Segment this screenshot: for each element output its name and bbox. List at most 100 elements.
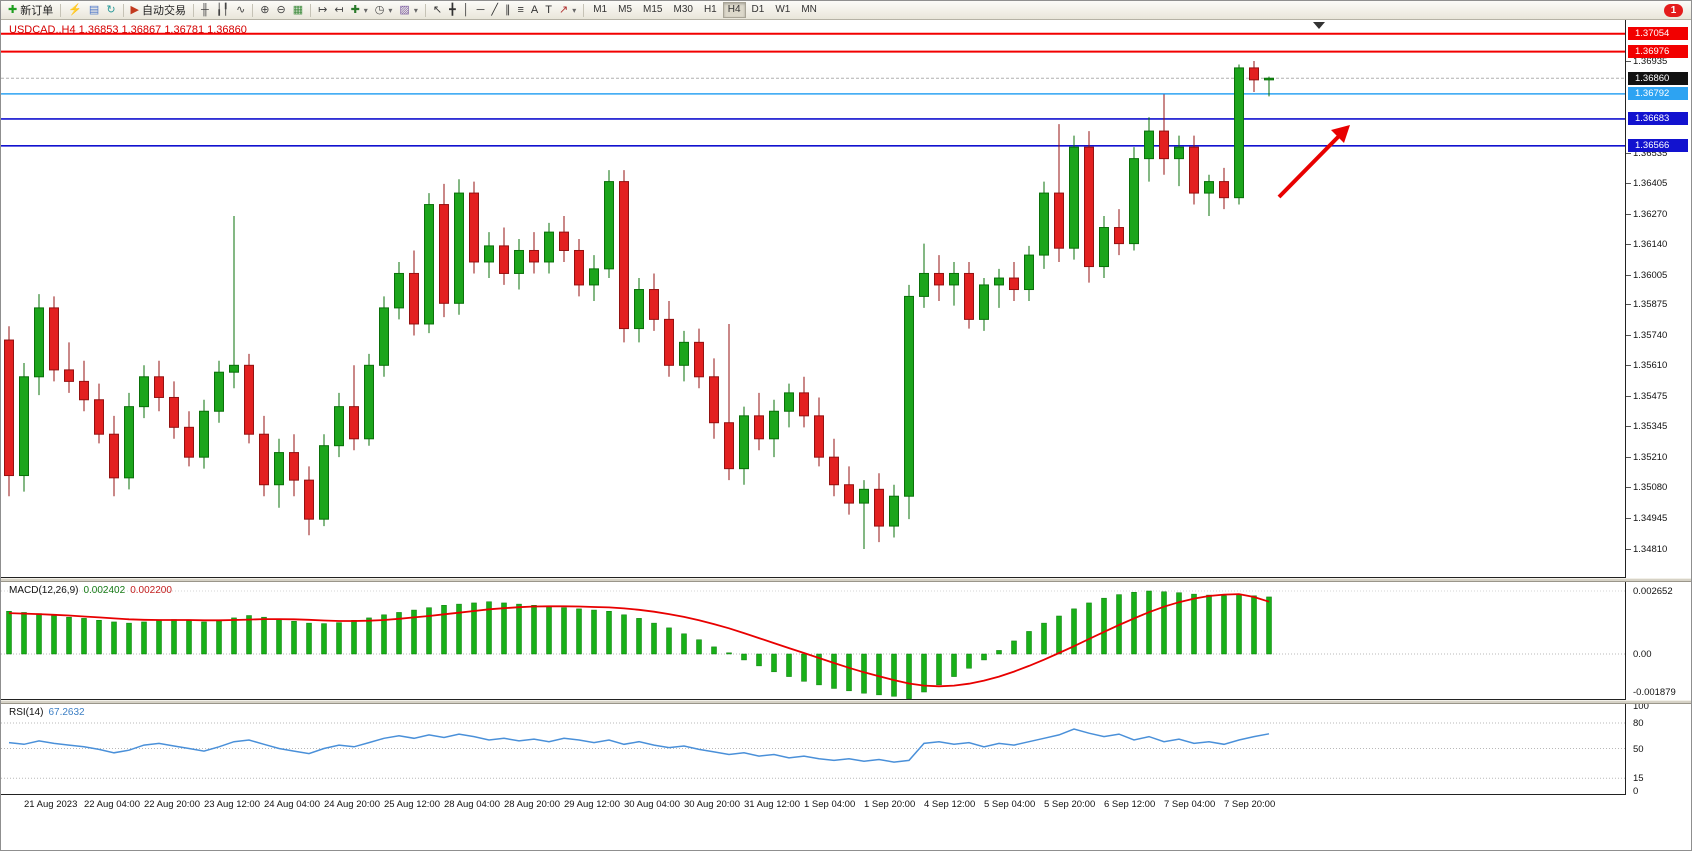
candle <box>1144 130 1154 160</box>
timeframe-m30-button[interactable]: M30 <box>673 4 693 15</box>
cursor-tool-button[interactable]: ↖ <box>430 2 445 18</box>
macd-histogram-bar <box>1071 608 1077 655</box>
autotrading-button[interactable]: ▶ 自动交易 <box>128 2 189 18</box>
crosshair-tool-button[interactable]: ╋ <box>446 2 459 18</box>
tile-windows-button[interactable]: ▦ <box>290 2 306 18</box>
toolbar-separator <box>310 3 312 17</box>
panel-splitter[interactable] <box>1 700 1691 704</box>
fibonacci-tool-button[interactable]: ≡ <box>514 2 526 18</box>
trend-arrow[interactable] <box>1277 125 1350 199</box>
timeframe-m15-button[interactable]: M15 <box>643 4 663 15</box>
label-tool-button[interactable]: T <box>542 2 555 18</box>
chart-window-button[interactable]: ▤ <box>86 2 102 18</box>
auto-scroll-button[interactable]: ↦ <box>315 2 330 18</box>
macd-histogram-bar <box>336 622 342 655</box>
bar-chart-type-button[interactable]: ╫ <box>198 2 212 18</box>
candle <box>64 369 74 382</box>
timeframe-h1-button[interactable]: H1 <box>703 4 717 15</box>
channel-tool-button[interactable]: ∥ <box>502 2 514 18</box>
zoom-out-button[interactable]: ⊖ <box>274 2 289 18</box>
panel-splitter[interactable] <box>1 578 1691 582</box>
time-axis[interactable]: 21 Aug 2023 22 Aug 04:00 22 Aug 20:00 23 Au… <box>1 795 1691 817</box>
candle-chart-type-button[interactable]: ╽╿ <box>213 2 232 18</box>
periods-button[interactable]: ◷ ▾ <box>372 2 396 18</box>
zoom-in-button[interactable]: ⊕ <box>257 2 272 18</box>
macd-histogram-bar <box>201 621 207 655</box>
price-axis[interactable]: 1.36935 1.36535 1.36405 1.36270 1.36140 1.360… <box>1625 19 1691 797</box>
time-axis-label: 22 Aug 20:00 <box>144 799 200 810</box>
candle <box>1054 192 1064 249</box>
vertical-line-tool-button[interactable]: │ <box>460 2 473 18</box>
time-axis-label: 6 Sep 12:00 <box>1104 799 1156 810</box>
label-icon: T <box>545 3 552 16</box>
macd-canvas[interactable] <box>1 582 1625 699</box>
periods-icon: ◷ <box>374 3 385 16</box>
rsi-panel[interactable]: RSI(14) 67.2632 <box>1 704 1625 795</box>
line-chart-type-button[interactable]: ∿ <box>233 2 248 18</box>
bar-chart-icon: ╫ <box>201 3 209 16</box>
timeframe-w1-button[interactable]: W1 <box>775 4 791 15</box>
candle <box>1129 158 1139 245</box>
rsi-canvas[interactable] <box>1 704 1625 794</box>
horizontal-line-tool-button[interactable]: ─ <box>474 2 488 18</box>
price-tag-support-line: 1.36566 <box>1628 139 1688 153</box>
candle <box>439 204 449 304</box>
candle <box>634 289 644 330</box>
chart-shift-button[interactable]: ↤ <box>331 2 346 18</box>
refresh-icon: ↻ <box>106 3 116 16</box>
macd-histogram-bar <box>621 614 627 655</box>
chart-shift-marker[interactable] <box>1313 22 1325 29</box>
macd-histogram-bar <box>291 620 297 655</box>
timeframe-m5-button[interactable]: M5 <box>618 4 633 15</box>
macd-histogram-bar <box>366 617 372 655</box>
macd-histogram-bar <box>66 616 72 655</box>
cursor-icon: ↖ <box>432 3 443 16</box>
timeframe-h4-button[interactable]: H4 <box>722 2 746 18</box>
refresh-button[interactable]: ↻ <box>103 2 118 18</box>
text-tool-button[interactable]: A <box>528 2 541 18</box>
macd-histogram-bar <box>1251 595 1257 655</box>
macd-histogram-bar <box>531 605 537 655</box>
macd-histogram-bar <box>636 618 642 655</box>
metaeditor-button[interactable]: ⚡ <box>65 2 85 18</box>
macd-histogram-bar <box>681 633 687 655</box>
timeframe-m1-button[interactable]: M1 <box>593 4 608 15</box>
price-chart-canvas[interactable] <box>1 19 1625 577</box>
toolbar-separator <box>122 3 124 17</box>
macd-histogram-bar <box>831 653 837 689</box>
trendline-tool-button[interactable]: ╱ <box>488 2 501 18</box>
candle <box>79 380 89 401</box>
candle <box>1204 181 1214 194</box>
new-order-button[interactable]: ✚ 新订单 <box>5 2 56 18</box>
candle <box>1174 146 1184 160</box>
templates-button[interactable]: ▨ ▾ <box>396 2 420 18</box>
macd-histogram-bar <box>231 617 237 655</box>
candle <box>1039 192 1049 256</box>
macd-histogram-bar <box>1026 631 1032 655</box>
timeframe-d1-button[interactable]: D1 <box>751 4 765 15</box>
candle <box>724 422 734 470</box>
macd-histogram-bar <box>156 620 162 655</box>
candle <box>124 406 134 479</box>
indicators-button[interactable]: ✚ ▾ <box>348 2 371 18</box>
rsi-value: 67.2632 <box>48 707 85 718</box>
timeframe-mn-button[interactable]: MN <box>801 4 817 15</box>
price-tag-level-line: 1.36792 <box>1628 87 1688 101</box>
candle <box>814 415 824 458</box>
arrows-tool-button[interactable]: ↗ ▾ <box>556 2 579 18</box>
macd-histogram-bar <box>576 608 582 655</box>
candle <box>574 249 584 286</box>
macd-scale-label: 0.00 <box>1633 649 1652 660</box>
notification-badge[interactable]: 1 <box>1664 3 1683 17</box>
time-axis-label: 5 Sep 20:00 <box>1044 799 1096 810</box>
toolbar-separator <box>583 3 585 17</box>
chevron-down-icon: ▾ <box>413 5 418 15</box>
macd-panel[interactable]: MACD(12,26,9) 0.002402 0.002200 <box>1 582 1625 700</box>
macd-histogram-bar <box>996 650 1002 655</box>
chart-shift-icon: ↤ <box>334 3 344 16</box>
price-chart-panel[interactable]: USDCAD.,H4 1.36853 1.36867 1.36781 1.368… <box>1 19 1625 578</box>
macd-histogram-bar <box>921 653 927 693</box>
macd-histogram-bar <box>1161 591 1167 655</box>
price-tick-label: 1.35210 <box>1625 452 1668 464</box>
time-axis-label: 24 Aug 04:00 <box>264 799 320 810</box>
